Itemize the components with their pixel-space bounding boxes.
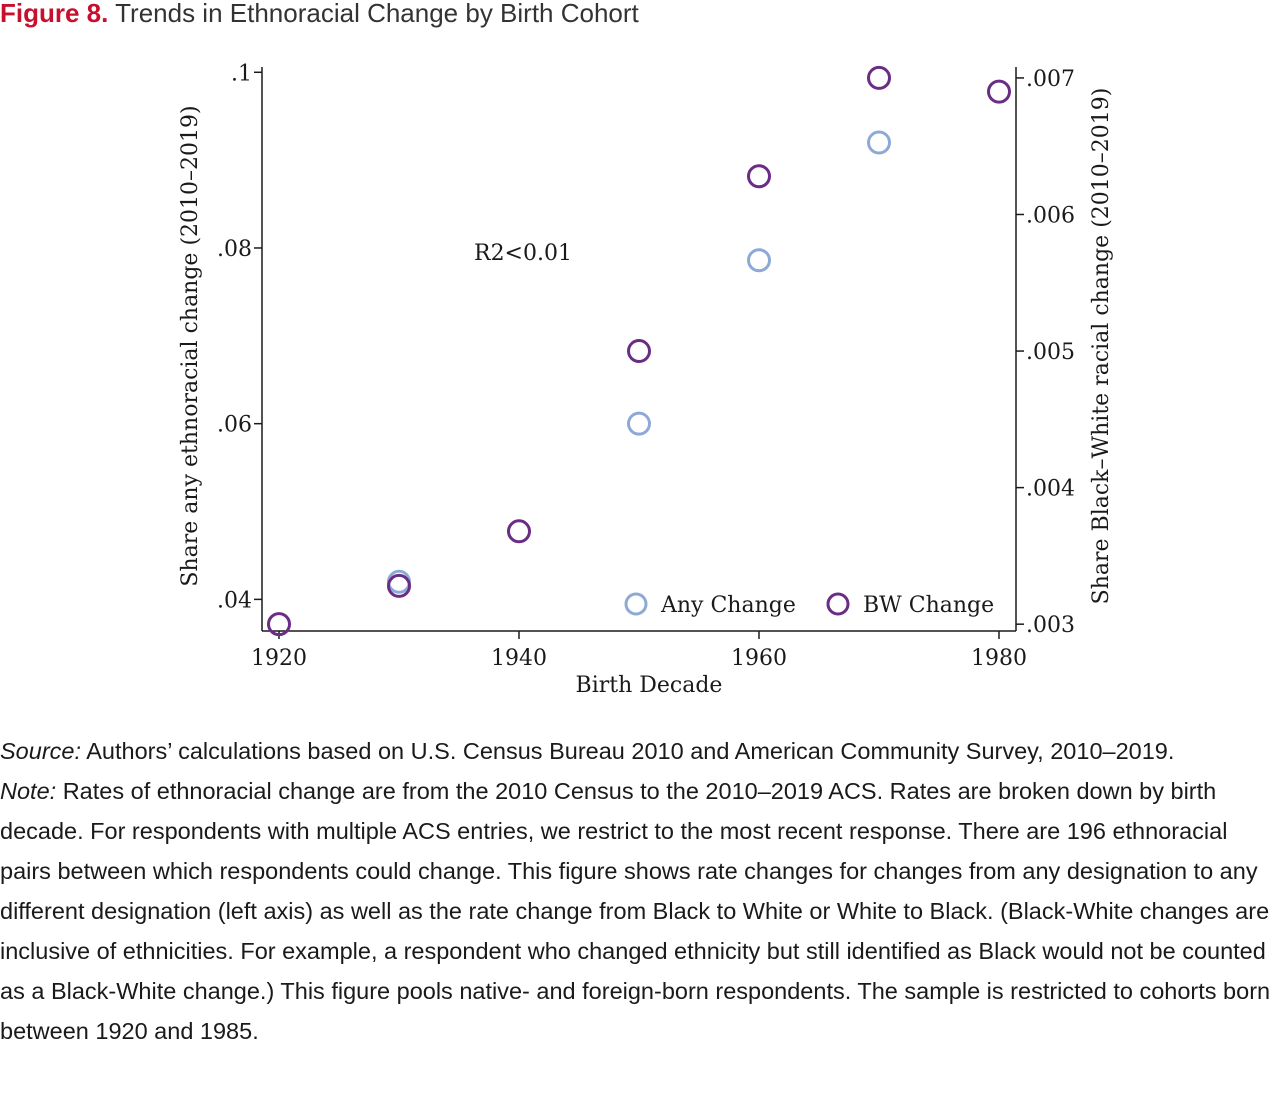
y-right-tick-label: .003 <box>1026 613 1075 638</box>
r2-annotation: R2<0.01 <box>474 241 572 266</box>
source-note: Source: Authors’ calculations based on U… <box>0 731 1280 771</box>
y-right-tick-label: .007 <box>1026 67 1075 92</box>
point-bw-change <box>387 573 411 598</box>
figure-title: Figure 8. Trends in Ethnoracial Change b… <box>0 0 639 29</box>
y-left-tick-label: .04 <box>217 588 252 613</box>
point-any-change <box>867 130 891 155</box>
data-points <box>267 65 1011 637</box>
legend-marker-bw-change <box>826 592 850 616</box>
legend-marker-any-change <box>624 592 648 616</box>
x-tick-label: 1960 <box>731 646 787 671</box>
point-any-change <box>627 411 651 436</box>
x-tick-label: 1920 <box>251 646 307 671</box>
figure-title-text: Trends in Ethnoracial Change by Birth Co… <box>115 0 639 28</box>
point-bw-change <box>987 79 1011 104</box>
y-right-tick-label: .006 <box>1026 203 1075 228</box>
point-bw-change <box>867 65 891 90</box>
x-tick-label: 1980 <box>971 646 1027 671</box>
figure-notes: Source: Authors’ calculations based on U… <box>0 731 1280 1051</box>
point-bw-change <box>747 164 771 189</box>
point-bw-change <box>627 339 651 364</box>
legend-label-bw-change: BW Change <box>863 593 994 618</box>
y-axis-left-label: Share any ethnoracial change (2010–2019) <box>178 105 203 586</box>
x-axis-label: Birth Decade <box>576 673 723 698</box>
point-bw-change <box>267 612 291 637</box>
legend: Any Change BW Change <box>624 592 994 618</box>
axis-ticks: 1920 1940 1960 1980 .04 .06 .08 .1 .003 .004 .005.… <box>217 61 1075 671</box>
x-tick-label: 1940 <box>491 646 547 671</box>
y-right-tick-label: .004 <box>1026 477 1075 502</box>
figure-number: Figure 8. <box>0 0 109 28</box>
note-text: Rates of ethnoracial change are from the… <box>0 778 1271 1044</box>
scatter-chart: 1920 1940 1960 1980 .04 .06 .08 .1 .003 .004 .005.… <box>178 61 1114 698</box>
legend-label-any-change: Any Change <box>660 593 796 618</box>
note-lead: Note: <box>0 778 57 804</box>
y-axis-right-label: Share Black–White racial change (2010–20… <box>1089 88 1114 605</box>
source-lead: Source: <box>0 738 81 764</box>
y-left-tick-label: .08 <box>217 237 252 262</box>
source-text: Authors’ calculations based on U.S. Cens… <box>81 738 1175 764</box>
point-any-change <box>747 248 771 273</box>
y-left-tick-label: .06 <box>217 413 252 438</box>
method-note: Note: Rates of ethnoracial change are fr… <box>0 771 1280 1051</box>
point-bw-change <box>507 519 531 544</box>
y-left-tick-label: .1 <box>231 61 252 86</box>
y-right-tick-label: .005 <box>1026 340 1075 365</box>
